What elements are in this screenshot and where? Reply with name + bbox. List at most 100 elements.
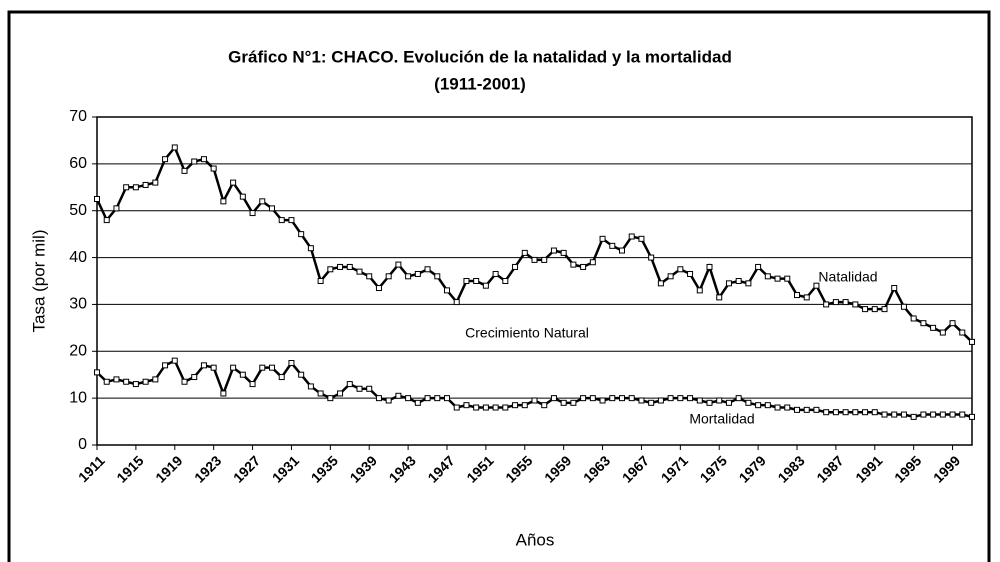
data-point	[346, 381, 353, 388]
data-point	[667, 395, 674, 402]
data-point	[502, 404, 509, 411]
data-point	[317, 390, 324, 397]
data-point	[327, 266, 334, 273]
data-point	[259, 198, 266, 205]
data-point	[249, 381, 256, 388]
data-point	[930, 324, 937, 331]
data-point	[881, 306, 888, 313]
data-point	[512, 402, 519, 409]
data-point	[191, 374, 198, 381]
data-point	[259, 364, 266, 371]
data-point	[667, 273, 674, 280]
data-point	[949, 411, 956, 418]
data-point	[628, 233, 635, 240]
plot-border	[96, 116, 973, 446]
data-point	[619, 395, 625, 402]
chart-frame	[7, 10, 991, 562]
data-point	[580, 395, 587, 402]
data-point	[764, 402, 771, 409]
annotation: Natalidad	[818, 269, 877, 285]
data-point	[142, 181, 149, 188]
data-point	[706, 399, 713, 406]
data-point	[405, 273, 412, 280]
data-point	[900, 303, 907, 310]
data-point	[745, 280, 752, 287]
data-point	[862, 306, 869, 313]
data-point	[123, 378, 130, 385]
data-point	[687, 270, 694, 277]
data-point	[317, 278, 324, 284]
y-tick-label: 50	[69, 202, 87, 219]
data-point	[969, 338, 975, 345]
data-point	[541, 256, 548, 263]
data-point	[230, 179, 237, 186]
chart-title: Gráfico N°1: CHACO. Evolución de la nata…	[228, 47, 732, 66]
data-point	[453, 404, 460, 411]
data-point	[239, 371, 246, 378]
data-point	[560, 399, 567, 406]
data-point	[560, 249, 567, 256]
data-point	[492, 270, 499, 277]
data-point	[881, 411, 888, 418]
data-point	[696, 287, 703, 294]
data-point	[269, 364, 275, 371]
data-point	[453, 299, 460, 306]
data-point	[424, 395, 431, 402]
data-point	[220, 198, 227, 205]
data-point	[619, 247, 625, 254]
data-point	[910, 315, 917, 322]
data-point	[930, 411, 937, 418]
data-point	[405, 395, 412, 402]
data-point	[375, 395, 382, 402]
data-point	[434, 395, 441, 402]
data-point	[803, 406, 810, 413]
data-point	[784, 404, 791, 411]
data-point	[580, 263, 587, 270]
data-point	[492, 404, 499, 411]
data-point	[307, 245, 314, 252]
data-point	[94, 196, 100, 202]
data-point	[132, 184, 139, 191]
data-point	[813, 282, 820, 289]
data-point	[385, 397, 392, 404]
data-point	[949, 320, 956, 327]
data-point	[200, 156, 207, 163]
data-point	[181, 378, 188, 385]
data-point	[113, 205, 120, 212]
y-tick-label: 0	[78, 436, 87, 453]
data-point	[200, 362, 207, 369]
data-point	[298, 231, 305, 238]
data-point	[794, 406, 800, 413]
data-point	[288, 217, 295, 224]
data-point	[842, 299, 849, 306]
data-point	[414, 399, 421, 406]
annotation: Crecimiento Natural	[465, 325, 589, 341]
data-point	[609, 242, 616, 249]
data-point	[366, 273, 373, 280]
data-point	[142, 378, 149, 385]
data-point	[521, 402, 528, 409]
data-point	[521, 249, 528, 256]
data-point	[628, 395, 635, 402]
data-point	[803, 294, 810, 301]
data-point	[531, 397, 538, 404]
data-point	[482, 282, 489, 289]
data-point	[278, 217, 285, 224]
data-point	[774, 404, 781, 411]
data-point	[346, 263, 353, 270]
data-point	[162, 156, 169, 163]
data-point	[638, 235, 645, 242]
data-point	[152, 376, 159, 383]
data-point	[959, 329, 966, 336]
data-point	[871, 409, 878, 416]
data-point	[570, 261, 577, 268]
data-point	[900, 411, 907, 418]
data-point	[687, 395, 694, 402]
data-point	[366, 385, 373, 392]
data-point	[842, 409, 849, 416]
data-point	[832, 299, 839, 306]
data-point	[385, 273, 392, 280]
data-point	[755, 402, 762, 409]
data-point	[735, 395, 742, 402]
y-tick-label: 70	[69, 108, 87, 125]
